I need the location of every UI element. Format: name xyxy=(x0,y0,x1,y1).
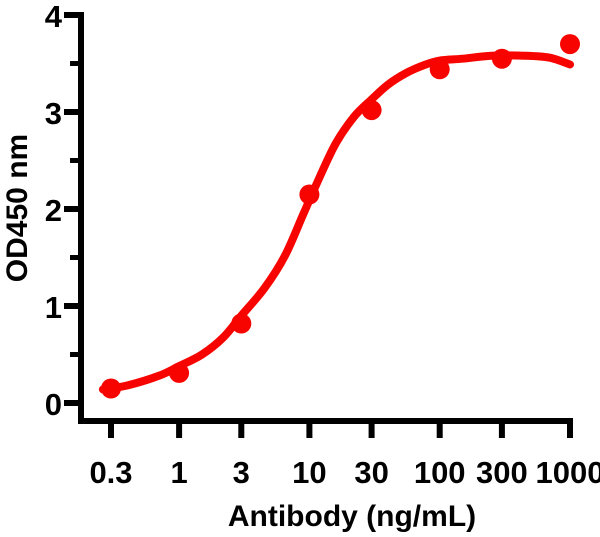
x-axis-title: Antibody (ng/mL) xyxy=(228,500,476,533)
x-tick-label: 1000 xyxy=(536,455,600,490)
x-tick-label: 3 xyxy=(233,455,250,490)
y-major-tick xyxy=(64,206,78,212)
data-point xyxy=(101,378,121,399)
x-tick xyxy=(368,418,375,438)
x-tick-label: 100 xyxy=(414,455,466,490)
x-tick xyxy=(436,418,443,438)
series-layer xyxy=(98,34,580,399)
x-tick xyxy=(238,418,245,438)
y-major-tick xyxy=(64,12,78,18)
y-tick-label: 3 xyxy=(45,96,62,131)
y-major-tick xyxy=(64,400,78,406)
tick-label-layer: 0 1 2 3 4 0.3 1 3 10 30 100 300 1000 xyxy=(45,0,600,490)
y-minor-tick xyxy=(70,352,78,357)
x-tick xyxy=(567,418,573,438)
data-point xyxy=(491,48,512,69)
data-point xyxy=(361,100,382,121)
x-tick xyxy=(498,418,505,438)
y-tick-label: 0 xyxy=(45,387,62,422)
y-tick-label: 1 xyxy=(45,290,62,325)
data-point xyxy=(560,34,580,55)
y-major-tick xyxy=(64,109,78,115)
y-minor-tick xyxy=(70,61,78,66)
x-tick-label: 0.3 xyxy=(89,455,132,490)
data-point xyxy=(429,59,450,80)
data-point xyxy=(169,362,190,383)
y-minor-tick xyxy=(70,158,78,163)
y-minor-tick xyxy=(70,255,78,260)
x-tick-label: 10 xyxy=(292,455,326,490)
axes-layer xyxy=(64,12,573,438)
y-tick-label: 2 xyxy=(45,193,62,228)
x-axis-line xyxy=(78,418,572,424)
y-axis-line xyxy=(78,12,84,424)
x-tick xyxy=(108,418,114,438)
y-axis-title: OD450 nm xyxy=(1,134,34,282)
y-major-tick xyxy=(64,303,78,309)
data-point xyxy=(231,313,252,334)
x-tick-label: 30 xyxy=(354,455,388,490)
y-tick-label: 4 xyxy=(45,0,63,34)
x-tick-label: 1 xyxy=(170,455,187,490)
x-tick xyxy=(176,418,183,438)
x-tick-label: 300 xyxy=(476,455,528,490)
sigmoidal-fit-curve xyxy=(98,51,574,394)
data-point xyxy=(299,184,320,205)
x-tick xyxy=(306,418,313,438)
